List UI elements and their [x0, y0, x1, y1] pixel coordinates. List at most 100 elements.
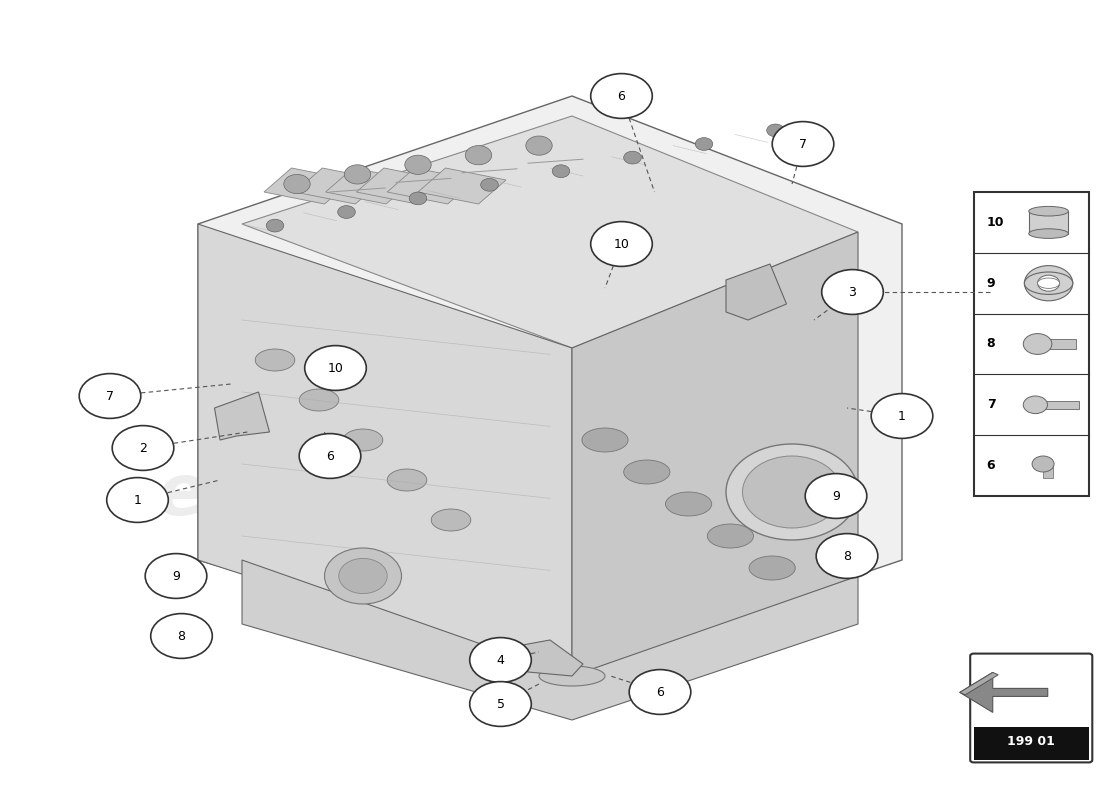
Circle shape — [324, 548, 402, 604]
Circle shape — [405, 155, 431, 174]
Polygon shape — [387, 168, 475, 204]
Text: 10: 10 — [614, 238, 629, 250]
Ellipse shape — [749, 556, 795, 580]
Text: 8: 8 — [177, 630, 186, 642]
Circle shape — [1024, 266, 1072, 301]
Text: 3: 3 — [848, 286, 857, 298]
Circle shape — [591, 74, 652, 118]
Text: 6: 6 — [326, 450, 334, 462]
Polygon shape — [959, 672, 1047, 712]
Circle shape — [481, 178, 498, 191]
Ellipse shape — [299, 389, 339, 411]
Circle shape — [726, 444, 858, 540]
Text: 8: 8 — [987, 338, 996, 350]
Circle shape — [767, 124, 784, 137]
Polygon shape — [264, 168, 352, 204]
Circle shape — [552, 165, 570, 178]
Circle shape — [151, 614, 212, 658]
Ellipse shape — [1037, 278, 1059, 288]
Polygon shape — [214, 392, 270, 440]
Text: 2: 2 — [139, 442, 147, 454]
Circle shape — [805, 474, 867, 518]
Text: 9: 9 — [172, 570, 180, 582]
Polygon shape — [506, 640, 583, 676]
FancyBboxPatch shape — [1035, 401, 1079, 409]
Ellipse shape — [343, 429, 383, 451]
Circle shape — [112, 426, 174, 470]
Polygon shape — [572, 232, 858, 680]
Circle shape — [772, 122, 834, 166]
Polygon shape — [198, 224, 572, 680]
Text: 7: 7 — [987, 398, 996, 411]
Circle shape — [624, 151, 641, 164]
Polygon shape — [418, 168, 506, 204]
Circle shape — [284, 174, 310, 194]
Circle shape — [145, 554, 207, 598]
Text: a passion for parts since 1985: a passion for parts since 1985 — [271, 566, 565, 586]
Circle shape — [470, 638, 531, 682]
Text: 10: 10 — [328, 362, 343, 374]
Ellipse shape — [666, 492, 712, 516]
Ellipse shape — [1028, 229, 1068, 238]
Ellipse shape — [539, 666, 605, 686]
Circle shape — [107, 478, 168, 522]
Circle shape — [344, 165, 371, 184]
Text: 1: 1 — [133, 494, 142, 506]
Circle shape — [742, 456, 842, 528]
Circle shape — [695, 138, 713, 150]
Circle shape — [1037, 275, 1059, 291]
Polygon shape — [326, 168, 414, 204]
Circle shape — [1032, 456, 1054, 472]
Circle shape — [526, 136, 552, 155]
Ellipse shape — [1024, 272, 1072, 294]
Circle shape — [871, 394, 933, 438]
Polygon shape — [726, 264, 786, 320]
Ellipse shape — [431, 509, 471, 531]
Text: 6: 6 — [987, 459, 996, 472]
Polygon shape — [356, 168, 444, 204]
FancyBboxPatch shape — [1037, 339, 1076, 349]
Text: 7: 7 — [799, 138, 807, 150]
Text: 6: 6 — [656, 686, 664, 698]
Circle shape — [591, 222, 652, 266]
Text: 8: 8 — [843, 550, 851, 562]
Circle shape — [629, 670, 691, 714]
Circle shape — [339, 558, 387, 594]
Circle shape — [338, 206, 355, 218]
Text: 1: 1 — [898, 410, 906, 422]
Text: eurospares: eurospares — [156, 462, 614, 530]
Ellipse shape — [1028, 206, 1068, 216]
Text: 9: 9 — [832, 490, 840, 502]
FancyBboxPatch shape — [970, 654, 1092, 762]
Circle shape — [305, 346, 366, 390]
Ellipse shape — [582, 428, 628, 452]
Polygon shape — [198, 96, 902, 672]
Circle shape — [822, 270, 883, 314]
Polygon shape — [242, 116, 858, 348]
Text: 9: 9 — [987, 277, 996, 290]
Text: 7: 7 — [106, 390, 114, 402]
Ellipse shape — [387, 469, 427, 491]
FancyBboxPatch shape — [1028, 211, 1068, 234]
Circle shape — [465, 146, 492, 165]
Circle shape — [409, 192, 427, 205]
Circle shape — [1023, 334, 1052, 354]
Ellipse shape — [624, 460, 670, 484]
Text: 10: 10 — [987, 216, 1004, 229]
Polygon shape — [242, 560, 858, 720]
Circle shape — [266, 219, 284, 232]
Text: 6: 6 — [617, 90, 626, 102]
Text: 4: 4 — [496, 654, 505, 666]
FancyBboxPatch shape — [974, 726, 1089, 760]
Text: 199 01: 199 01 — [1008, 734, 1055, 748]
Ellipse shape — [255, 349, 295, 371]
Circle shape — [299, 434, 361, 478]
Text: 5: 5 — [496, 698, 505, 710]
FancyBboxPatch shape — [974, 192, 1089, 496]
Circle shape — [79, 374, 141, 418]
Polygon shape — [295, 168, 383, 204]
Circle shape — [816, 534, 878, 578]
Polygon shape — [959, 672, 999, 694]
Circle shape — [470, 682, 531, 726]
Ellipse shape — [707, 524, 754, 548]
